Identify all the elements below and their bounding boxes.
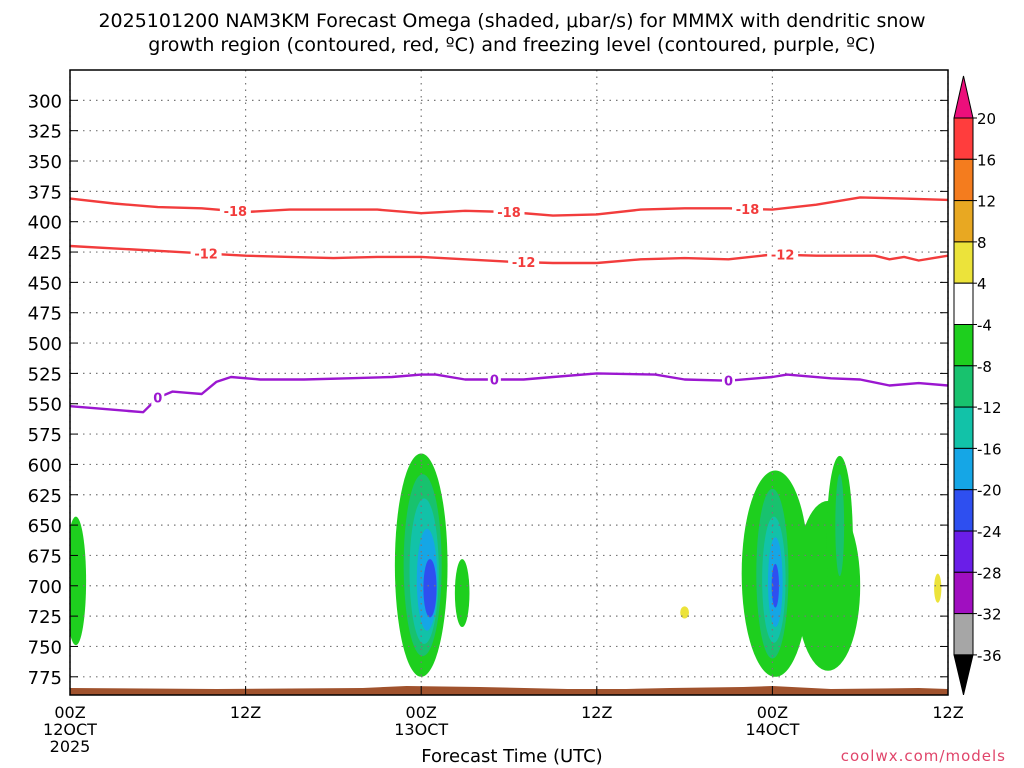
colorbar-segment-6 xyxy=(953,365,974,408)
colorbar-segment-1 xyxy=(953,158,974,202)
colorbar-label-6: -8 xyxy=(977,358,992,376)
x-axis-label: Forecast Time (UTC) xyxy=(421,746,603,767)
x-tick-label-0-2: 2025 xyxy=(50,737,91,756)
y-tick-label-375: 375 xyxy=(28,182,62,203)
contour-label-1-2: -12 xyxy=(771,249,795,264)
omega-region-14 xyxy=(835,474,845,577)
colorbar-segment-2 xyxy=(953,200,974,243)
terrain-strip xyxy=(70,686,948,695)
contour-label-bg-1-0 xyxy=(190,245,222,262)
omega-region-6 xyxy=(454,559,470,628)
chart-title-line-2: growth region (contoured, red, ºC) and f… xyxy=(148,34,876,56)
colorbar-segment-8 xyxy=(953,447,974,491)
y-tick-label-675: 675 xyxy=(28,546,62,567)
contour-label-1-0: -12 xyxy=(194,247,218,262)
contour-label-bg-1-2 xyxy=(767,246,799,263)
colorbar-segment-5 xyxy=(953,324,974,367)
x-tick-label-0-0: 00Z xyxy=(54,703,85,722)
contour-line-1 xyxy=(70,244,948,265)
x-tick-label-2-0: 00Z xyxy=(406,703,437,722)
y-tick-label-325: 325 xyxy=(28,122,62,143)
contour-label-bg-1-1 xyxy=(508,254,540,271)
omega-region-0 xyxy=(70,516,87,646)
omega-region-5 xyxy=(423,559,437,618)
colorbar-label-1: 16 xyxy=(977,151,996,169)
colorbar-segment-9 xyxy=(953,489,974,532)
y-tick-label-350: 350 xyxy=(28,152,62,173)
y-tick-label-300: 300 xyxy=(28,91,62,112)
credit-text: coolwx.com/models xyxy=(840,747,1006,765)
omega-region-15 xyxy=(680,606,689,619)
contour-label-bg-0-2 xyxy=(732,200,764,217)
colorbar-bottom-arrow xyxy=(953,654,974,696)
colorbar-label-11: -28 xyxy=(977,564,1002,582)
contour-label-1-1: -12 xyxy=(512,256,536,271)
colorbar-segment-10 xyxy=(953,530,974,573)
colorbar-label-0: 20 xyxy=(977,110,996,128)
y-tick-label-625: 625 xyxy=(28,486,62,507)
y-tick-label-425: 425 xyxy=(28,243,62,264)
colorbar-top-arrow xyxy=(953,75,974,119)
x-tick-label-1-0: 12Z xyxy=(230,703,261,722)
contour-label-2-2: 0 xyxy=(724,375,733,390)
y-tick-label-600: 600 xyxy=(28,455,62,476)
y-tick-label-700: 700 xyxy=(28,577,62,598)
y-tick-label-450: 450 xyxy=(28,273,62,294)
contour-label-0-0: -18 xyxy=(224,205,248,220)
y-tick-label-500: 500 xyxy=(28,334,62,355)
omega-region-16 xyxy=(934,573,942,603)
colorbar-label-2: 12 xyxy=(977,193,996,211)
colorbar-label-10: -24 xyxy=(977,523,1002,541)
y-tick-label-575: 575 xyxy=(28,425,62,446)
chart-title-line-1: 2025101200 NAM3KM Forecast Omega (shaded… xyxy=(98,10,926,32)
colorbar-label-7: -12 xyxy=(977,399,1002,417)
colorbar-label-8: -16 xyxy=(977,440,1002,458)
y-tick-label-775: 775 xyxy=(28,668,62,689)
contour-label-bg-2-2 xyxy=(722,372,735,389)
y-tick-label-725: 725 xyxy=(28,607,62,628)
colorbar-label-5: -4 xyxy=(977,317,992,335)
colorbar-label-13: -36 xyxy=(977,647,1002,665)
y-tick-label-550: 550 xyxy=(28,395,62,416)
colorbar-label-4: 4 xyxy=(977,275,987,293)
colorbar-label-3: 8 xyxy=(977,234,987,252)
x-tick-label-5-0: 12Z xyxy=(932,703,963,722)
y-tick-label-750: 750 xyxy=(28,637,62,658)
colorbar-segment-7 xyxy=(953,406,974,449)
x-tick-label-0-1: 12OCT xyxy=(43,720,97,739)
y-tick-label-475: 475 xyxy=(28,304,62,325)
colorbar-segment-3 xyxy=(953,241,974,284)
colorbar-segment-0 xyxy=(953,117,974,160)
contour-label-bg-0-1 xyxy=(493,203,525,220)
plot-frame xyxy=(69,69,949,696)
contour-label-bg-2-1 xyxy=(487,371,501,388)
contour-label-0-2: -18 xyxy=(736,203,760,218)
colorbar-label-9: -20 xyxy=(977,482,1002,500)
x-tick-label-2-1: 13OCT xyxy=(394,720,448,739)
colorbar-segment-4 xyxy=(953,282,974,326)
contour-line-2 xyxy=(70,372,948,414)
x-tick-label-4-0: 00Z xyxy=(757,703,788,722)
colorbar-segment-11 xyxy=(953,571,974,615)
y-tick-label-650: 650 xyxy=(28,516,62,537)
contour-label-2-0: 0 xyxy=(153,392,162,407)
x-tick-label-4-1: 14OCT xyxy=(745,720,799,739)
omega-region-13 xyxy=(771,563,779,608)
y-tick-label-400: 400 xyxy=(28,213,62,234)
contour-label-bg-0-0 xyxy=(219,203,251,220)
x-tick-label-3-0: 12Z xyxy=(581,703,612,722)
contour-label-0-1: -18 xyxy=(497,206,521,221)
contour-label-2-1: 0 xyxy=(490,373,499,388)
colorbar-label-12: -32 xyxy=(977,606,1002,624)
colorbar-segment-12 xyxy=(953,613,974,656)
contour-label-bg-2-0 xyxy=(151,389,165,406)
y-tick-label-525: 525 xyxy=(28,364,62,385)
